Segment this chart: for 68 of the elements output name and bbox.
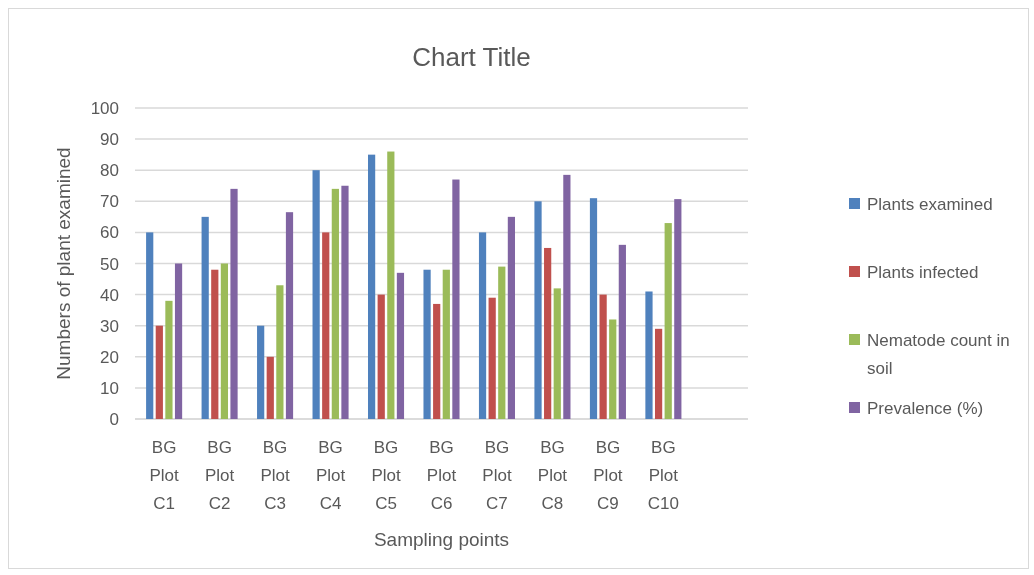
bar (276, 285, 284, 419)
y-tick-label: 10 (100, 378, 119, 398)
bar (220, 263, 229, 419)
bar (589, 198, 598, 419)
y-tick-label: 80 (100, 161, 119, 181)
y-tick-label: 0 (109, 410, 119, 429)
bar (599, 294, 607, 419)
bar (423, 269, 431, 419)
bar (452, 179, 460, 419)
x-tick-label: BG Plot C5 (371, 438, 401, 513)
y-tick-label: 90 (100, 130, 119, 150)
bar (266, 356, 274, 419)
bar (331, 188, 339, 419)
x-tick-label: BG Plot C6 (426, 438, 457, 513)
bar (396, 272, 405, 419)
bar (341, 185, 349, 419)
bar (312, 170, 320, 419)
x-tick-label: BG Plot C3 (260, 438, 290, 513)
y-tick-label: 30 (100, 316, 119, 336)
bar (377, 294, 385, 419)
bar (201, 216, 209, 419)
bar (322, 232, 330, 419)
bar (664, 223, 672, 419)
bar (285, 212, 294, 419)
legend-label: Plants infected (867, 263, 979, 282)
bar (433, 303, 441, 419)
chart-title: Chart Title (412, 42, 531, 72)
y-tick-label: 100 (90, 99, 119, 118)
y-axis-title: Numbers of plant examined (53, 147, 74, 380)
bar (174, 263, 183, 419)
legend-label: Plants examined (867, 195, 993, 214)
bar (645, 291, 653, 419)
bar (230, 188, 238, 419)
legend-label: Nematode count in soil (867, 331, 1010, 378)
bar (618, 244, 626, 419)
bar (155, 325, 163, 419)
bar (498, 266, 506, 419)
y-tick-label: 60 (100, 223, 119, 243)
x-tick-label: BG Plot C2 (204, 438, 235, 513)
bar (674, 199, 682, 419)
x-tick-label: BG Plot C4 (315, 438, 346, 513)
x-tick-label: BG Plot C8 (537, 438, 568, 513)
bar (165, 300, 173, 419)
x-tick-label: BG Plot C1 (149, 438, 180, 513)
bar (211, 269, 219, 419)
y-tick-label: 20 (100, 347, 119, 367)
bar (609, 319, 617, 419)
x-tick-label: BG Plot C10 (647, 438, 679, 513)
bar (553, 288, 561, 419)
y-tick-label: 70 (100, 192, 119, 212)
x-tick-label: BG Plot C7 (482, 438, 512, 513)
bar (442, 269, 450, 419)
bar (507, 216, 515, 419)
y-tick-label: 50 (100, 254, 119, 274)
bar (534, 201, 542, 419)
bar (368, 154, 376, 419)
bar (478, 232, 487, 419)
bar (563, 174, 571, 419)
bar (544, 247, 552, 419)
bar (488, 297, 496, 419)
legend-label: Prevalence (%) (867, 399, 984, 418)
bar (654, 328, 663, 419)
bar (257, 325, 265, 419)
bar (387, 151, 395, 419)
bar (146, 232, 154, 419)
x-axis-title: Sampling points (373, 529, 510, 550)
x-tick-label: BG Plot C9 (593, 438, 623, 513)
y-tick-label: 40 (100, 285, 119, 305)
